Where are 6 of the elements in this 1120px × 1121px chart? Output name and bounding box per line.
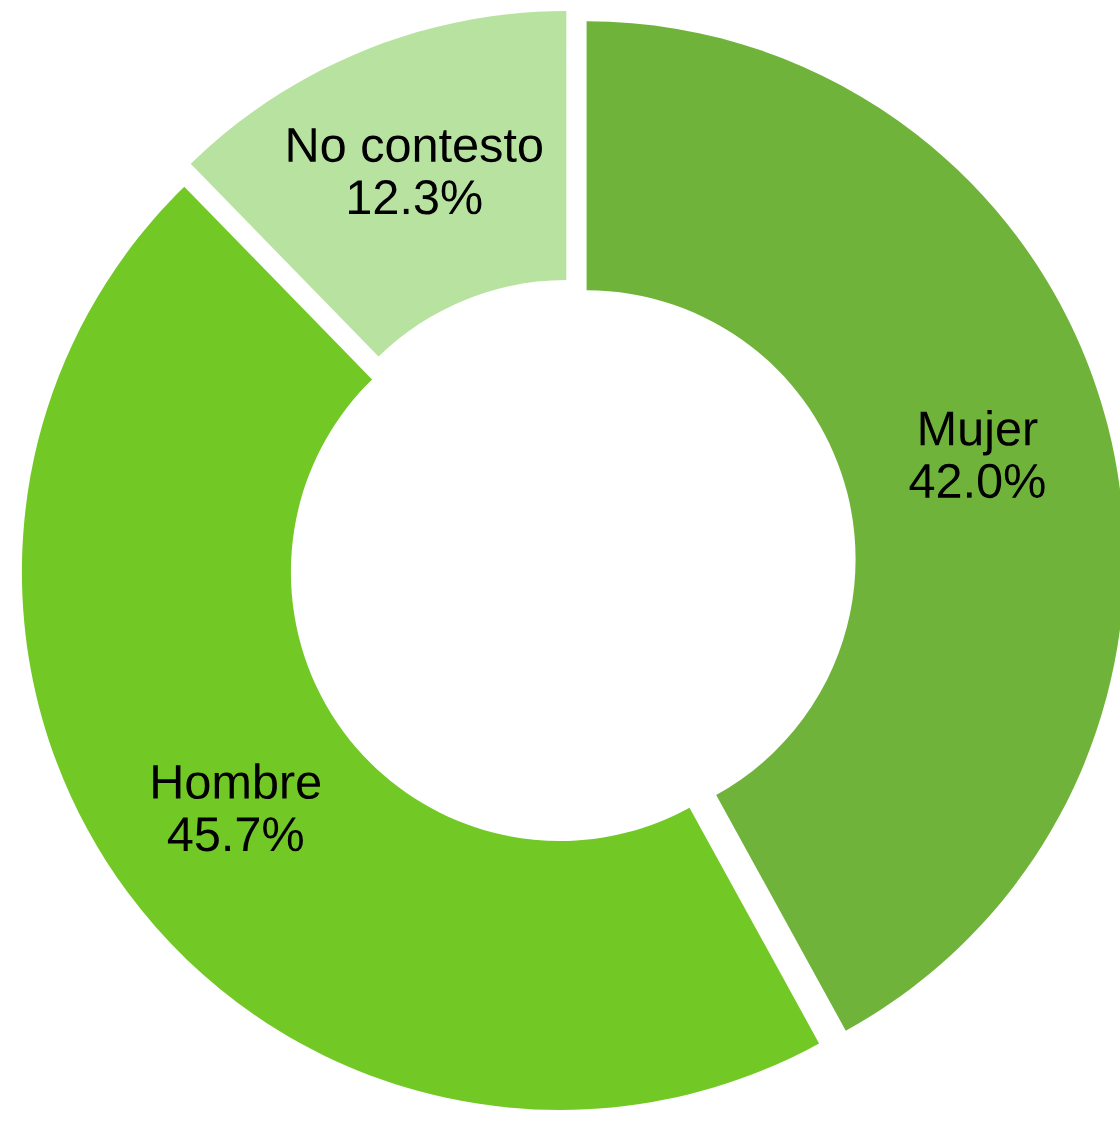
data-label: 12.3% bbox=[349, 180, 482, 215]
data-label: 42.0% bbox=[909, 463, 1045, 499]
data-label: 45.7% bbox=[167, 817, 303, 852]
slice-label: Mujer bbox=[920, 410, 1038, 456]
slice-label: No contesto bbox=[288, 128, 542, 163]
slice-label: Hombre bbox=[153, 763, 320, 800]
